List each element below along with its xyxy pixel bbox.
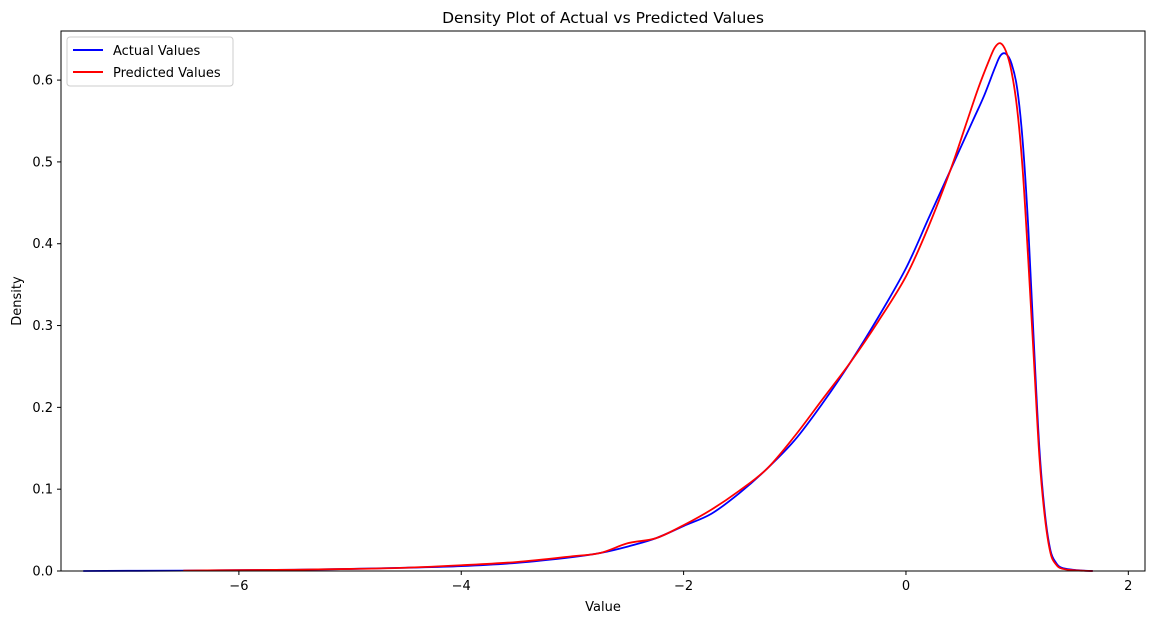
y-tick-label: 0.6: [32, 74, 53, 89]
plot-area: [83, 42, 1093, 572]
y-tick-label: 0.5: [32, 155, 53, 170]
y-axis: 0.0 0.1 0.2 0.3 0.4 0.5 0.6: [32, 74, 61, 580]
y-tick-label: 0.3: [32, 319, 53, 334]
x-axis: −6 −4 −2 0 2: [229, 571, 1132, 594]
legend-label-predicted: Predicted Values: [113, 66, 221, 81]
y-tick-label: 0.4: [32, 237, 53, 252]
x-axis-title: Value: [585, 600, 621, 615]
y-axis-title: Density: [10, 276, 25, 326]
x-tick-label: −2: [674, 579, 693, 594]
series-line-actual: [83, 52, 1093, 572]
x-tick-label: 0: [902, 579, 910, 594]
x-tick-label: −4: [452, 579, 471, 594]
x-tick-label: −6: [229, 579, 248, 594]
legend-label-actual: Actual Values: [113, 44, 201, 59]
plot-frame: [60, 30, 1146, 572]
legend: Actual Values Predicted Values: [66, 36, 234, 87]
chart-title: Density Plot of Actual vs Predicted Valu…: [442, 9, 764, 27]
x-tick-label: 2: [1124, 579, 1132, 594]
y-tick-label: 0.0: [32, 565, 53, 580]
series-line-predicted: [183, 42, 1093, 572]
y-tick-label: 0.2: [32, 401, 53, 416]
legend-box: [66, 36, 234, 87]
y-tick-label: 0.1: [32, 483, 53, 498]
